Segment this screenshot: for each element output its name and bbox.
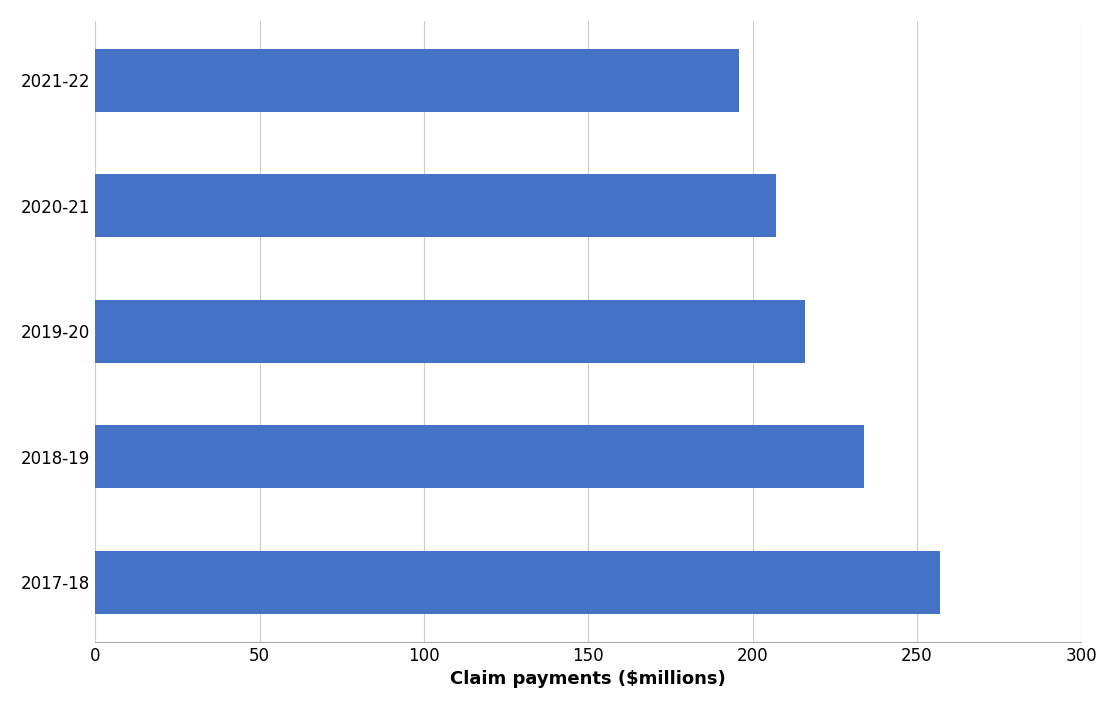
X-axis label: Claim payments ($millions): Claim payments ($millions) (451, 670, 727, 688)
Bar (95, 551, 940, 613)
Bar (95, 49, 739, 112)
Bar (95, 425, 864, 488)
Bar (95, 300, 805, 362)
Bar (95, 174, 776, 238)
